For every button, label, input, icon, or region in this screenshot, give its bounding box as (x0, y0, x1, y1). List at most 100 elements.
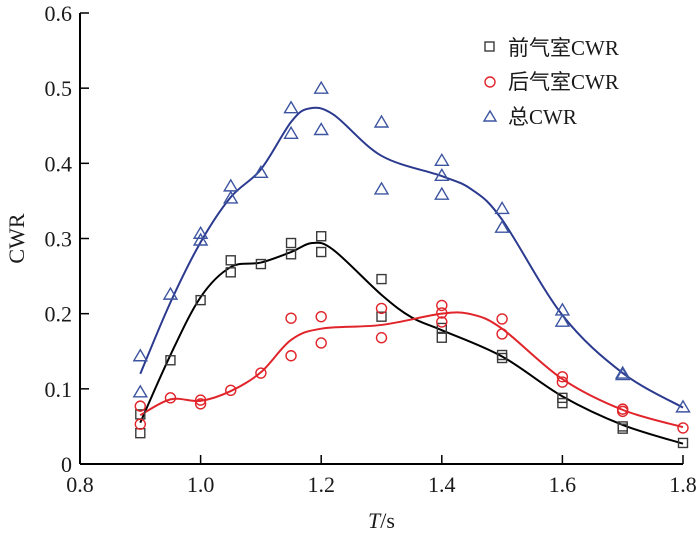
data-point-rear-chamber (255, 367, 267, 379)
data-point-rear-chamber (556, 371, 569, 383)
data-point-rear-chamber (285, 350, 297, 362)
data-point-total (253, 164, 269, 179)
data-point-rear-chamber (194, 394, 207, 406)
data-point-rear-chamber (315, 337, 327, 349)
data-point-rear-chamber (556, 376, 569, 388)
data-point-total (494, 201, 510, 215)
data-point-total (192, 225, 209, 239)
x-axis-title-unit: /s (380, 508, 395, 533)
data-point-rear-chamber (164, 392, 177, 404)
legend-item-total: 总CWR (482, 105, 577, 129)
data-point-total (373, 181, 390, 195)
data-point-rear-chamber (496, 313, 508, 325)
data-point-front-chamber (285, 249, 297, 260)
x-tick-label: 1.0 (187, 472, 215, 497)
data-point-front-chamber (376, 273, 387, 285)
legend-square-marker (484, 41, 495, 52)
data-point-total (373, 114, 390, 128)
data-point-total (675, 399, 691, 413)
data-point-total (223, 178, 239, 192)
data-point-total (434, 167, 450, 182)
x-ticks: 0.8 1.0 1.2 1.4 1.6 1.8 (66, 455, 697, 497)
x-tick-label: 1.8 (669, 472, 697, 497)
data-point-rear-chamber (225, 384, 237, 397)
x-tick-label: 0.8 (66, 472, 94, 497)
data-point-total (132, 384, 149, 398)
data-point-rear-chamber (134, 418, 147, 430)
legend-label: 后气室CWR (508, 70, 619, 94)
data-point-front-chamber (677, 437, 689, 449)
y-tick-label: 0.3 (45, 227, 73, 252)
data-point-front-chamber (195, 294, 206, 306)
legend-label: 总CWR (508, 105, 577, 129)
x-tick-label: 1.6 (549, 472, 577, 497)
data-point-front-chamber (225, 255, 236, 266)
data-point-front-chamber (225, 267, 236, 278)
data-point-rear-chamber (134, 400, 147, 412)
data-point-front-chamber (165, 355, 176, 366)
x-tick-label: 1.2 (307, 472, 335, 497)
data-point-total (434, 186, 450, 200)
data-point-total (313, 80, 329, 94)
data-point-front-chamber (135, 427, 146, 439)
data-markers (132, 80, 691, 449)
data-point-rear-chamber (436, 307, 448, 319)
data-point-total (132, 348, 149, 362)
data-point-front-chamber (436, 332, 447, 343)
data-point-front-chamber (557, 397, 568, 409)
data-point-rear-chamber (677, 422, 689, 434)
data-point-total (554, 313, 571, 327)
axes: 0.8 1.0 1.2 1.4 1.6 1.8 0 0.1 0.2 0.3 0.4 0.5 0.6 (45, 1, 697, 497)
legend-label: 前气室CWR (508, 36, 619, 60)
y-tick-label: 0.4 (45, 151, 73, 176)
data-point-rear-chamber (375, 332, 388, 344)
data-point-total (223, 190, 239, 204)
data-point-front-chamber (255, 258, 267, 270)
data-point-total (494, 219, 510, 233)
x-tick-label: 1.4 (428, 472, 456, 497)
fit-curve-rear-chamber (139, 311, 684, 429)
data-point-total (192, 232, 209, 246)
data-point-front-chamber (436, 322, 447, 334)
data-point-rear-chamber (496, 328, 508, 340)
legend-circle-marker (484, 76, 496, 88)
x-axis-title-variable: T (368, 508, 382, 533)
data-point-rear-chamber (194, 398, 207, 410)
data-point-rear-chamber (315, 310, 327, 323)
data-point-front-chamber (557, 392, 568, 404)
y-axis-title: CWR (4, 213, 29, 263)
data-point-rear-chamber (436, 299, 448, 312)
data-point-total (614, 367, 631, 381)
data-point-rear-chamber (617, 405, 629, 418)
y-tick-label: 0.6 (45, 1, 73, 26)
y-tick-label: 0 (61, 452, 72, 477)
data-point-total (283, 125, 299, 139)
data-point-total (614, 365, 631, 379)
data-point-total (162, 286, 179, 300)
data-point-total (313, 122, 329, 136)
data-point-total (283, 100, 299, 114)
legend-item-rear-chamber: 后气室CWR (484, 70, 619, 94)
data-point-front-chamber (316, 246, 327, 258)
legend-item-front-chamber: 前气室CWR (484, 36, 619, 60)
fit-curve-front-chamber (139, 241, 684, 445)
data-point-front-chamber (285, 237, 297, 249)
data-point-front-chamber (617, 423, 628, 434)
legend-triangle-marker (482, 109, 498, 122)
data-point-rear-chamber (375, 302, 388, 315)
y-tick-label: 0.1 (45, 377, 73, 402)
data-point-front-chamber (316, 231, 327, 242)
legend: 前气室CWR 后气室CWR 总CWR (482, 36, 619, 129)
y-ticks: 0 0.1 0.2 0.3 0.4 0.5 0.6 (45, 1, 89, 477)
fit-curve-total (139, 106, 684, 409)
data-point-total (434, 152, 450, 167)
x-axis-title: T/s (368, 508, 395, 533)
data-point-front-chamber (496, 352, 508, 364)
y-tick-label: 0.2 (45, 302, 73, 327)
data-point-front-chamber (376, 311, 387, 322)
data-point-rear-chamber (285, 312, 297, 324)
data-point-rear-chamber (436, 316, 448, 328)
y-tick-label: 0.5 (45, 76, 73, 101)
fit-curves (139, 106, 684, 445)
